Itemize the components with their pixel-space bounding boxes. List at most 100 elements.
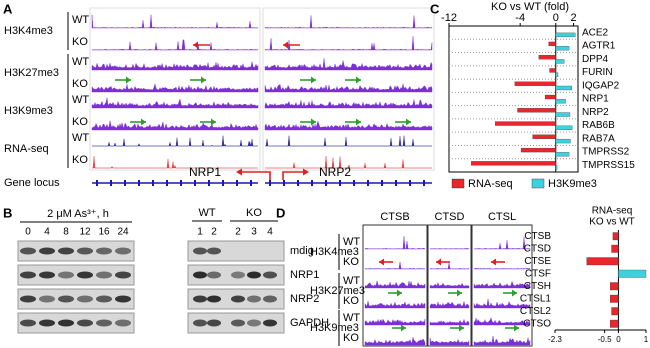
- chart-title: KO vs WT: [589, 217, 635, 228]
- exon: [138, 180, 140, 186]
- exon: [423, 180, 425, 186]
- band: [39, 271, 55, 279]
- band: [115, 319, 131, 327]
- band: [20, 295, 36, 303]
- band: [96, 271, 112, 279]
- bar: [586, 257, 619, 266]
- protein-label: mdig: [290, 245, 314, 257]
- bar: [612, 232, 619, 241]
- signal-track: [264, 15, 433, 29]
- legend-swatch: [451, 178, 465, 189]
- bar: [555, 59, 565, 64]
- category-label: CTSL2: [520, 306, 552, 317]
- band: [207, 319, 221, 327]
- lane-label: 4: [44, 227, 50, 238]
- panel-letter: A: [3, 1, 13, 16]
- arrow-head: [356, 76, 361, 84]
- arrow-head: [379, 258, 384, 266]
- band: [193, 295, 207, 303]
- category-label: CTSH: [524, 281, 551, 292]
- band: [39, 295, 55, 303]
- arrow-head: [406, 118, 411, 126]
- category-label: RAB7A: [582, 133, 615, 144]
- exon: [381, 180, 383, 186]
- panel-letter: B: [3, 205, 12, 220]
- bar: [611, 307, 619, 316]
- arrow-head: [457, 289, 462, 297]
- signal-track: [473, 335, 531, 346]
- bar: [618, 269, 647, 278]
- arrow-head: [436, 258, 441, 266]
- band: [247, 271, 261, 279]
- category-label: CTSE: [524, 256, 551, 267]
- signal-track: [429, 282, 470, 289]
- group-label: WT: [198, 207, 215, 219]
- signal-track: [91, 61, 259, 71]
- x-tick-label: -12: [441, 12, 457, 24]
- legend-label: RNA-seq: [468, 178, 513, 190]
- protein-label: NRP2: [290, 293, 319, 305]
- bar: [610, 282, 619, 291]
- lane-label: 8: [63, 227, 69, 238]
- bar: [555, 46, 570, 51]
- chart-title: KO vs WT (fold): [491, 1, 569, 13]
- exon: [166, 180, 168, 186]
- exon: [353, 180, 355, 186]
- signal-track: [92, 156, 258, 169]
- exon: [395, 180, 397, 186]
- blot: [17, 264, 135, 286]
- arrow-head: [303, 168, 309, 176]
- band: [115, 247, 131, 255]
- category-label: AGTR1: [582, 41, 616, 52]
- sample-label: KO: [72, 78, 88, 90]
- exon: [311, 180, 313, 186]
- tss-arrow: [240, 171, 271, 180]
- exon: [96, 180, 98, 186]
- arrow-head: [201, 76, 206, 84]
- category-label: CTSO: [523, 318, 551, 329]
- arrow-head: [236, 168, 242, 176]
- arrow-head: [514, 324, 519, 332]
- exon: [269, 180, 271, 186]
- signal-track: [364, 300, 426, 309]
- sample-label: KO: [343, 256, 359, 268]
- lane-label: 1: [197, 227, 203, 238]
- sample-label: WT: [343, 312, 360, 324]
- track-label: H3K9me3: [310, 322, 359, 334]
- exon: [124, 180, 126, 186]
- blot: [187, 240, 285, 262]
- signal-track: [91, 14, 259, 29]
- sample-label: KO: [72, 116, 88, 128]
- signal-track: [473, 236, 531, 250]
- track-frame: [262, 7, 435, 171]
- band: [58, 319, 74, 327]
- band: [115, 295, 131, 303]
- band: [263, 295, 277, 303]
- bar: [555, 72, 559, 77]
- band: [96, 295, 112, 303]
- band: [58, 295, 74, 303]
- arrow-head: [356, 118, 361, 126]
- category-label: DPP4: [582, 54, 609, 65]
- bar: [555, 165, 558, 170]
- lane-label: 2: [211, 227, 217, 238]
- track-label: H3K27me3: [310, 285, 365, 297]
- band: [77, 247, 93, 255]
- category-label: FURIN: [582, 67, 613, 78]
- band: [247, 295, 261, 303]
- category-label: NRP1: [582, 94, 609, 105]
- signal-track: [473, 298, 531, 309]
- bar: [548, 41, 556, 47]
- bar: [471, 161, 556, 166]
- arrow-head: [311, 76, 316, 84]
- track-frame: [427, 224, 472, 347]
- exon: [339, 180, 341, 186]
- category-label: CTSB: [524, 231, 551, 242]
- category-label: CTSF: [525, 268, 551, 279]
- treatment-label: 2 μM As³⁺, h: [47, 208, 109, 220]
- track-label: H3K27me3: [4, 67, 59, 79]
- sample-label: KO: [72, 36, 88, 48]
- signal-track: [364, 236, 426, 250]
- signal-track: [429, 337, 470, 346]
- chart-title: RNA-seq: [592, 206, 633, 217]
